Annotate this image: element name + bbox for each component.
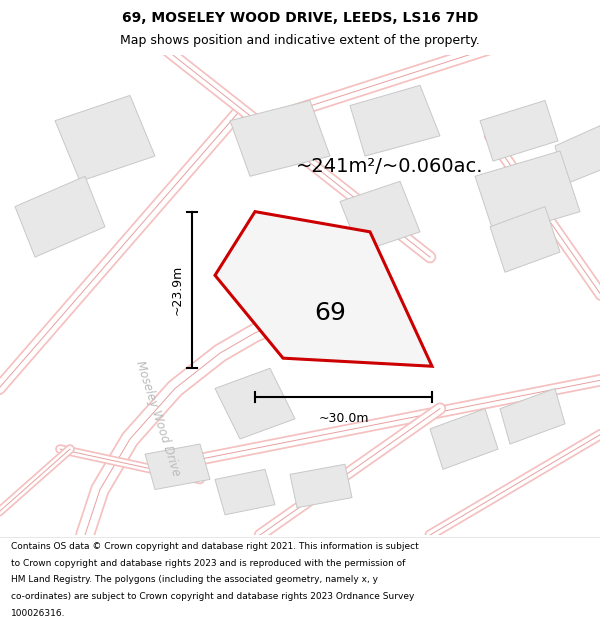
Text: 69: 69 <box>314 301 346 324</box>
Text: 100026316.: 100026316. <box>11 609 65 618</box>
Polygon shape <box>215 368 295 439</box>
Text: HM Land Registry. The polygons (including the associated geometry, namely x, y: HM Land Registry. The polygons (includin… <box>11 576 378 584</box>
Polygon shape <box>215 212 432 366</box>
Text: co-ordinates) are subject to Crown copyright and database rights 2023 Ordnance S: co-ordinates) are subject to Crown copyr… <box>11 592 414 601</box>
Polygon shape <box>350 86 440 156</box>
Polygon shape <box>230 101 330 176</box>
Polygon shape <box>430 409 498 469</box>
Polygon shape <box>15 176 105 257</box>
Text: Contains OS data © Crown copyright and database right 2021. This information is : Contains OS data © Crown copyright and d… <box>11 542 419 551</box>
Polygon shape <box>145 444 210 489</box>
Polygon shape <box>55 96 155 181</box>
Polygon shape <box>480 101 558 161</box>
Text: ~23.9m: ~23.9m <box>171 265 184 315</box>
Text: Moseley Wood Drive: Moseley Wood Drive <box>133 359 183 478</box>
Text: to Crown copyright and database rights 2023 and is reproduced with the permissio: to Crown copyright and database rights 2… <box>11 559 405 568</box>
Polygon shape <box>340 181 420 252</box>
Polygon shape <box>290 464 352 508</box>
Polygon shape <box>490 207 560 272</box>
Text: ~241m²/~0.060ac.: ~241m²/~0.060ac. <box>296 157 484 176</box>
Text: 69, MOSELEY WOOD DRIVE, LEEDS, LS16 7HD: 69, MOSELEY WOOD DRIVE, LEEDS, LS16 7HD <box>122 11 478 25</box>
Polygon shape <box>500 389 565 444</box>
Text: ~30.0m: ~30.0m <box>318 412 369 425</box>
Text: Map shows position and indicative extent of the property.: Map shows position and indicative extent… <box>120 34 480 47</box>
Polygon shape <box>555 126 600 184</box>
Polygon shape <box>475 151 580 237</box>
Polygon shape <box>215 469 275 515</box>
